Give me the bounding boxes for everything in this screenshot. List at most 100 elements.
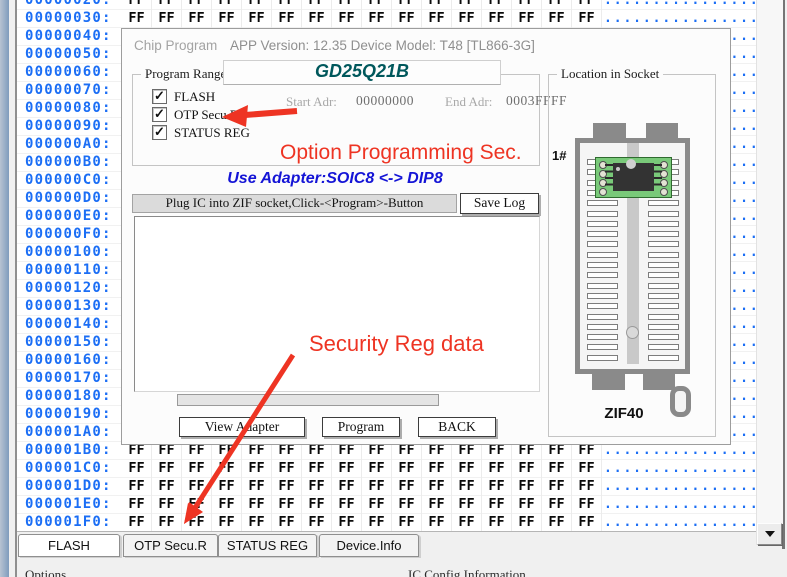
hex-byte-cell[interactable]: FF	[242, 477, 272, 495]
hex-byte-cell[interactable]: FF	[272, 459, 302, 477]
hex-byte-cell[interactable]: FF	[452, 513, 482, 531]
hex-byte-cell[interactable]: FF	[332, 495, 362, 513]
log-output-area[interactable]	[134, 216, 540, 392]
hex-byte-cell[interactable]: FF	[302, 9, 332, 27]
hex-byte-cell[interactable]: FF	[182, 513, 212, 531]
hex-byte-cell[interactable]: FF	[572, 441, 602, 459]
hex-byte-cell[interactable]: FF	[122, 0, 152, 9]
hex-byte-cell[interactable]: FF	[572, 9, 602, 27]
hex-byte-cell[interactable]: FF	[512, 441, 542, 459]
hex-byte-cell[interactable]: FF	[122, 441, 152, 459]
hex-byte-cell[interactable]: FF	[242, 9, 272, 27]
hex-byte-cell[interactable]: FF	[122, 9, 152, 27]
checkbox[interactable]	[152, 88, 167, 104]
hex-byte-cell[interactable]: FF	[482, 0, 512, 9]
hex-byte-cell[interactable]: FF	[212, 459, 242, 477]
hex-byte-cell[interactable]: FF	[392, 441, 422, 459]
hex-byte-cell[interactable]: FF	[422, 459, 452, 477]
hex-byte-cell[interactable]: FF	[512, 9, 542, 27]
hex-byte-cell[interactable]: FF	[422, 513, 452, 531]
checkbox-row-flash[interactable]: FLASH	[152, 88, 215, 104]
hex-byte-cell[interactable]: FF	[122, 513, 152, 531]
hex-byte-cell[interactable]: FF	[362, 459, 392, 477]
hex-byte-cell[interactable]: FF	[572, 513, 602, 531]
hex-byte-cell[interactable]: FF	[212, 513, 242, 531]
hex-byte-cell[interactable]: FF	[512, 0, 542, 9]
checkbox-row-otp-secu-r[interactable]: OTP Secu.R	[152, 106, 239, 122]
hex-byte-cell[interactable]: FF	[152, 495, 182, 513]
hex-byte-cell[interactable]: FF	[182, 477, 212, 495]
hex-byte-cell[interactable]: FF	[332, 459, 362, 477]
hex-byte-cell[interactable]: FF	[122, 495, 152, 513]
hex-byte-cell[interactable]: FF	[152, 459, 182, 477]
hex-byte-cell[interactable]: FF	[362, 477, 392, 495]
hex-byte-cell[interactable]: FF	[212, 0, 242, 9]
hex-byte-cell[interactable]: FF	[572, 459, 602, 477]
hex-byte-cell[interactable]: FF	[272, 9, 302, 27]
hex-byte-cell[interactable]: FF	[182, 459, 212, 477]
hex-byte-cell[interactable]: FF	[542, 495, 572, 513]
hex-byte-cell[interactable]: FF	[422, 0, 452, 9]
checkbox-row-status-reg[interactable]: STATUS REG	[152, 124, 250, 140]
hex-byte-cell[interactable]: FF	[452, 477, 482, 495]
tab-status-reg[interactable]: STATUS REG	[218, 534, 317, 557]
vertical-scrollbar[interactable]	[756, 0, 783, 545]
hex-byte-cell[interactable]: FF	[332, 9, 362, 27]
hex-byte-cell[interactable]: FF	[362, 495, 392, 513]
hex-byte-cell[interactable]: FF	[482, 477, 512, 495]
hex-byte-cell[interactable]: FF	[152, 513, 182, 531]
hex-byte-cell[interactable]: FF	[572, 495, 602, 513]
hex-byte-cell[interactable]: FF	[212, 495, 242, 513]
hex-byte-cell[interactable]: FF	[452, 9, 482, 27]
hex-byte-cell[interactable]: FF	[512, 459, 542, 477]
hex-byte-cell[interactable]: FF	[572, 0, 602, 9]
hex-byte-cell[interactable]: FF	[482, 9, 512, 27]
hex-byte-cell[interactable]: FF	[272, 477, 302, 495]
hex-byte-cell[interactable]: FF	[332, 0, 362, 9]
hex-byte-cell[interactable]: FF	[482, 513, 512, 531]
hex-byte-cell[interactable]: FF	[302, 0, 332, 9]
hex-byte-cell[interactable]: FF	[302, 459, 332, 477]
hex-byte-cell[interactable]: FF	[122, 477, 152, 495]
hex-byte-cell[interactable]: FF	[542, 441, 572, 459]
hex-byte-cell[interactable]: FF	[422, 495, 452, 513]
hex-byte-cell[interactable]: FF	[392, 495, 422, 513]
hex-byte-cell[interactable]: FF	[422, 9, 452, 27]
scrollbar-down-button[interactable]	[757, 523, 782, 545]
hex-byte-cell[interactable]: FF	[422, 477, 452, 495]
hex-byte-cell[interactable]: FF	[152, 477, 182, 495]
hex-byte-cell[interactable]: FF	[362, 0, 392, 9]
hex-byte-cell[interactable]: FF	[242, 0, 272, 9]
hex-byte-cell[interactable]: FF	[452, 441, 482, 459]
hex-byte-cell[interactable]: FF	[272, 0, 302, 9]
hex-byte-cell[interactable]: FF	[182, 9, 212, 27]
hex-byte-cell[interactable]: FF	[242, 513, 272, 531]
back-button[interactable]: BACK	[418, 417, 496, 437]
hex-byte-cell[interactable]: FF	[452, 495, 482, 513]
program-button[interactable]: Program	[322, 417, 400, 437]
hex-byte-cell[interactable]: FF	[572, 477, 602, 495]
checkbox[interactable]	[152, 106, 167, 122]
hex-byte-cell[interactable]: FF	[122, 459, 152, 477]
hex-byte-cell[interactable]: FF	[392, 0, 422, 9]
hex-byte-cell[interactable]: FF	[332, 441, 362, 459]
hex-byte-cell[interactable]: FF	[362, 513, 392, 531]
hex-byte-cell[interactable]: FF	[302, 513, 332, 531]
hex-byte-cell[interactable]: FF	[272, 513, 302, 531]
hex-byte-cell[interactable]: FF	[182, 495, 212, 513]
hex-byte-cell[interactable]: FF	[542, 459, 572, 477]
tab-otp-secu-r[interactable]: OTP Secu.R	[123, 534, 218, 557]
hex-byte-cell[interactable]: FF	[542, 513, 572, 531]
hex-byte-cell[interactable]: FF	[542, 9, 572, 27]
hex-byte-cell[interactable]: FF	[482, 495, 512, 513]
checkbox[interactable]	[152, 124, 167, 140]
tab-flash[interactable]: FLASH	[18, 534, 120, 557]
hex-byte-cell[interactable]: FF	[362, 441, 392, 459]
hex-byte-cell[interactable]: FF	[152, 441, 182, 459]
hex-byte-cell[interactable]: FF	[452, 0, 482, 9]
hex-byte-cell[interactable]: FF	[392, 513, 422, 531]
hex-byte-cell[interactable]: FF	[332, 513, 362, 531]
hex-byte-cell[interactable]: FF	[272, 495, 302, 513]
view-adapter-button[interactable]: View Adapter	[179, 417, 305, 437]
hex-byte-cell[interactable]: FF	[242, 495, 272, 513]
